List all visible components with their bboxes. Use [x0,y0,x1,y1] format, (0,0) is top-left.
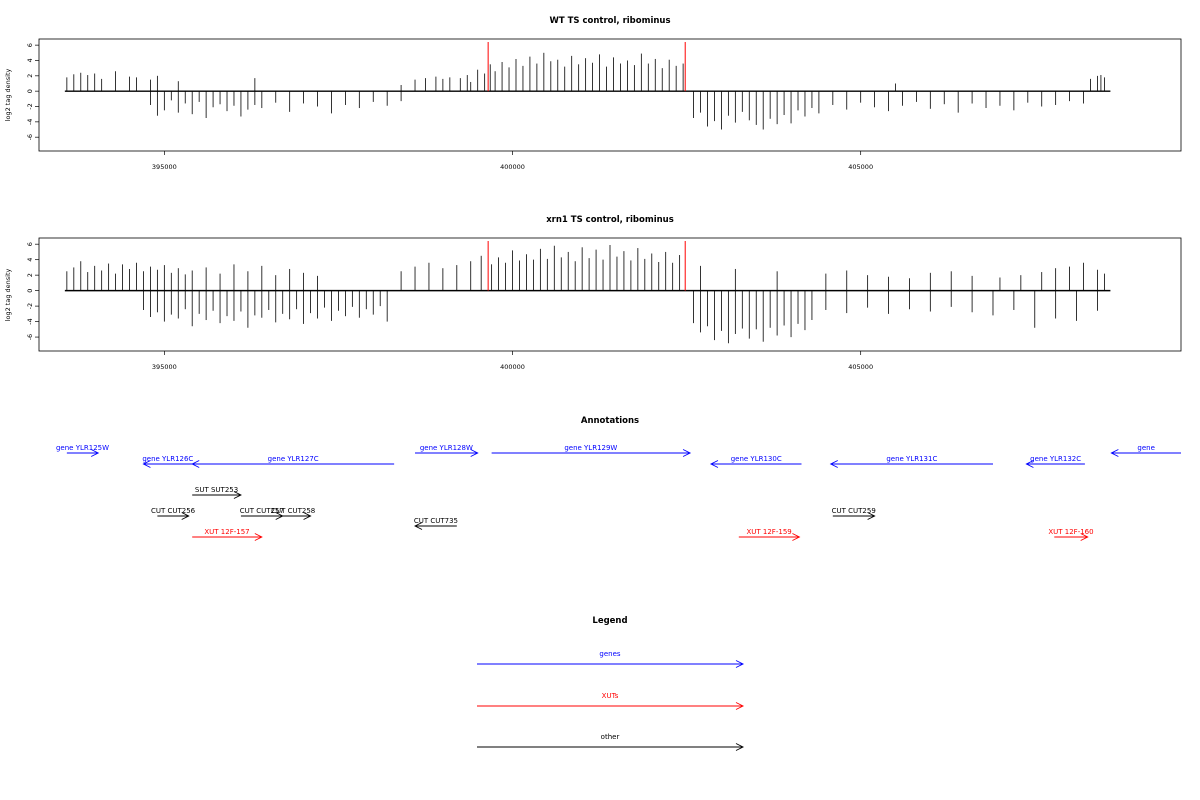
wt-coverage-bars [64,42,1111,130]
annotation-arrow [491,449,692,457]
annotation-label: gene YLR129W [564,444,617,452]
annotation-arrow [709,460,802,468]
legend-label: XUTs [602,692,619,700]
annotation-arrow [1025,460,1085,468]
wt-x-tick-label: 400000 [500,163,525,171]
wt-y-tick-label: -4 [26,119,34,125]
xrn1-y-tick-label: 4 [26,258,34,262]
annotation-arrow [829,460,993,468]
annotation-label: gene YLR127C [268,455,319,463]
annotation-arrow [191,460,395,468]
xrn1-x-tick-label: 405000 [848,363,873,371]
annotation-label: gene YLR130C [731,455,782,463]
annotation-label: CUT CUT735 [414,517,458,525]
wt-plot-frame [38,38,1182,152]
legend-panel: Legend genes XUTs other [477,616,745,751]
legend-arrow [477,660,745,668]
annotation-arrow [192,491,242,499]
xrn1-x-tick-label: 395000 [152,363,177,371]
wt-y-axis-label: log2 tag density [4,69,12,122]
legend-arrow [477,702,745,710]
annotation-label: XUT 12F-160 [1048,528,1093,536]
xrn1-plot-frame [38,237,1182,352]
legend-label: other [601,733,620,741]
annotation-arrow [157,512,190,520]
wt-x-axis: 395000 400000 405000 [152,151,873,171]
wt-y-tick-label: 2 [26,74,34,78]
xrn1-y-tick-label: 2 [26,273,34,277]
wt-x-tick-label: 395000 [152,163,177,171]
annotation-label: gene [1137,444,1155,452]
xrn1-y-tick-label: 6 [26,242,34,246]
xrn1-y-tick-label: -2 [26,303,34,309]
wt-track-panel: WT TS control, ribominus log2 tag densit… [4,16,1182,171]
annotation-label: gene YLR125W [56,444,109,452]
annotation-label: XUT 12F-157 [204,528,249,536]
annotation-label: SUT SUT253 [195,486,238,494]
annotation-arrow [832,512,876,520]
wt-y-tick-label: 4 [26,58,34,62]
annotation-label: gene YLR126C [142,455,193,463]
annotation-arrow [738,533,801,541]
legend-entries: genes XUTs other [477,650,745,751]
wt-track-title: WT TS control, ribominus [549,16,670,26]
annotation-arrow [1110,449,1181,457]
annotation-label: gene YLR131C [886,455,937,463]
annotation-label: XUT 12F-159 [746,528,791,536]
annotation-arrow [66,449,100,457]
xrn1-track-title: xrn1 TS control, ribominus [546,215,674,225]
wt-y-tick-label: 6 [26,43,34,47]
legend-arrow [477,743,745,751]
xrn1-track-panel: xrn1 TS control, ribominus log2 tag dens… [4,215,1182,371]
annotation-arrow [192,533,263,541]
annotation-label: gene YLR132C [1030,455,1081,463]
annotation-label: gene YLR128W [420,444,473,452]
xrn1-y-axis-label: log2 tag density [4,269,12,322]
annotation-label: CUT CUT258 [271,507,315,515]
xrn1-y-tick-label: -4 [26,318,34,324]
xrn1-x-tick-label: 400000 [500,363,525,371]
xrn1-x-axis: 395000 400000 405000 [152,351,873,371]
annotations-title: Annotations [581,416,639,426]
legend-label: genes [599,650,620,658]
annotation-arrow [415,449,479,457]
xrn1-y-tick-label: 0 [26,289,34,293]
annotation-label: CUT CUT256 [151,507,196,515]
annotation-label: CUT CUT259 [832,507,876,515]
xrn1-coverage-bars [64,241,1111,344]
wt-y-tick-label: -2 [26,103,34,109]
wt-y-tick-label: -6 [26,134,34,140]
annotation-arrow [275,512,312,520]
wt-y-tick-label: 0 [26,89,34,93]
xrn1-y-axis: 6 4 2 0 -2 -4 -6 [26,242,39,340]
legend-title: Legend [592,616,627,626]
wt-y-axis: 6 4 2 0 -2 -4 -6 [26,43,39,140]
annotation-label: CUT CUT257 [240,507,284,515]
xrn1-y-tick-label: -6 [26,334,34,340]
annotation-arrow [1054,533,1089,541]
annotation-arrow [414,522,457,530]
annotation-features: gene YLR125W gene YLR126C gene YLR127C gene… [56,444,1181,541]
wt-x-tick-label: 405000 [848,163,873,171]
annotation-arrow [142,460,193,468]
